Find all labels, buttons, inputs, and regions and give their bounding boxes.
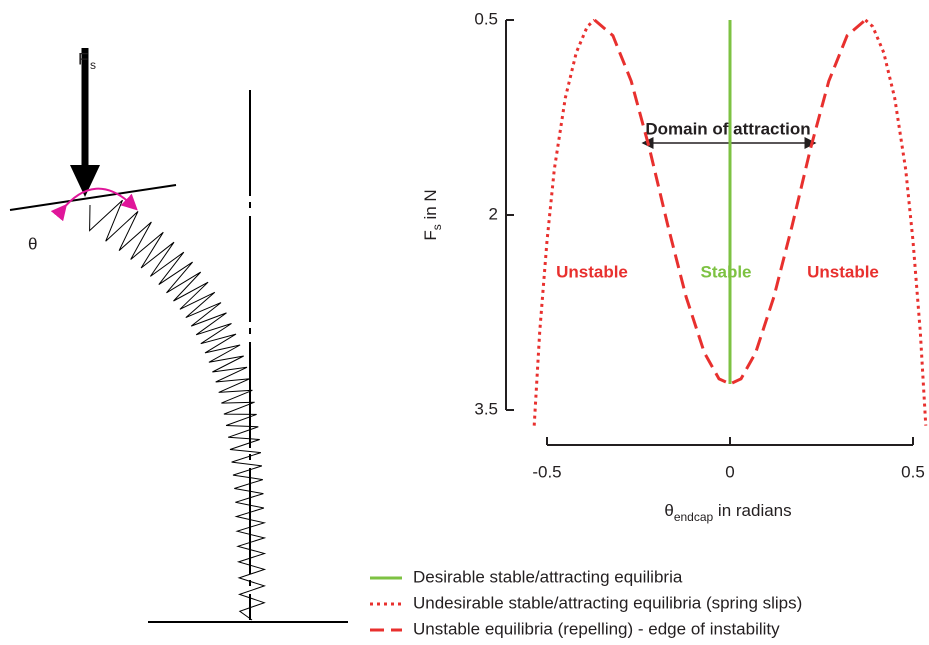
x-tick-label: 0 xyxy=(725,462,734,481)
force-arrowhead xyxy=(70,165,100,197)
x-axis-label: θendcap in radians xyxy=(664,501,791,524)
series-line xyxy=(532,18,928,426)
chart: Domain of attraction Unstable Stable Uns… xyxy=(421,119,878,524)
force-label: F xyxy=(78,49,88,68)
spring xyxy=(89,199,267,621)
y-tick-label: 3.5 xyxy=(474,399,498,418)
rotation-arrow xyxy=(50,187,138,222)
angle-label: θ xyxy=(28,234,37,253)
spring-diagram: F s θ xyxy=(9,48,348,623)
series-line xyxy=(593,18,867,386)
annotation: Domain of attraction xyxy=(645,119,810,138)
y-tick-label: 2 xyxy=(489,204,498,223)
x-tick-label: -0.5 xyxy=(532,462,561,481)
legend-label: Desirable stable/attracting equilibria xyxy=(413,567,683,586)
annotation: Unstable xyxy=(556,262,628,281)
legend-label: Unstable equilibria (repelling) - edge o… xyxy=(413,619,780,638)
force-subscript: s xyxy=(90,58,96,72)
y-axis-label: Fs in N xyxy=(421,189,444,240)
annotation: Unstable xyxy=(807,262,879,281)
x-tick-label: 0.5 xyxy=(901,462,925,481)
annotation: Stable xyxy=(700,262,751,281)
y-tick-label: 0.5 xyxy=(474,9,498,28)
legend-label: Undesirable stable/attracting equilibria… xyxy=(413,593,802,612)
